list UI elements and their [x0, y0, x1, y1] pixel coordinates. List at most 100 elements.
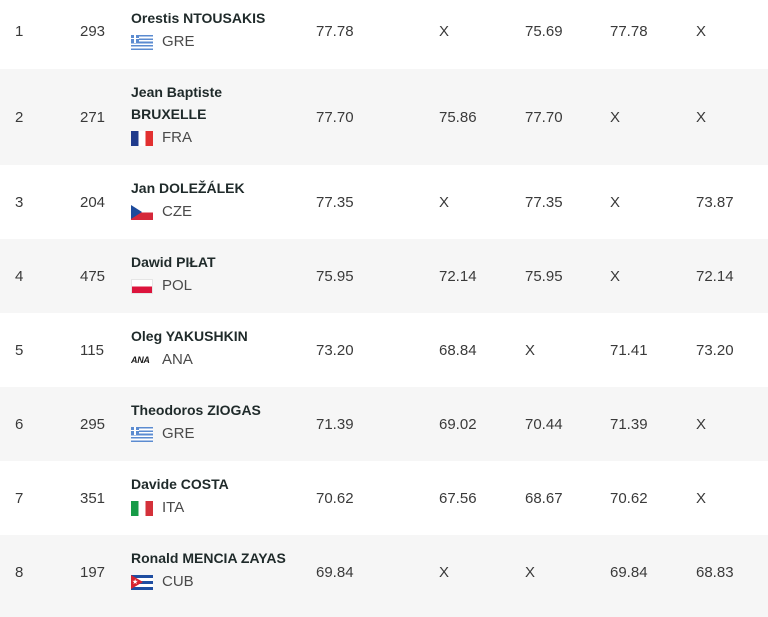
- athlete-name[interactable]: Davide COSTA: [131, 476, 229, 492]
- country-code: GRE: [162, 33, 195, 50]
- attempt-4: 69.84: [610, 564, 648, 581]
- country-code: CUB: [162, 573, 194, 590]
- bib-cell: 295: [80, 416, 106, 433]
- bib-cell: 271: [80, 109, 106, 126]
- country: GRE: [131, 425, 261, 443]
- table-row: 3 204 Jan DOLEŽÁLEK CZE 77.35 X 77.35 X …: [0, 165, 768, 239]
- czech-flag-icon: [131, 204, 153, 220]
- attempt-2: X: [439, 564, 450, 581]
- attempt-5: 72.14: [696, 268, 734, 285]
- country: ITA: [131, 499, 229, 517]
- attempt-4: 71.41: [610, 342, 648, 359]
- attempt-4: X: [610, 268, 621, 285]
- attempt-3: 68.67: [525, 490, 563, 507]
- table-row: 8 197 Ronald MENCIA ZAYAS CUB 69.84 X X …: [0, 535, 768, 617]
- athlete-cell: Orestis NTOUSAKIS GRE: [131, 7, 265, 51]
- bib-cell: 293: [80, 23, 106, 40]
- greece-flag-icon: [131, 426, 153, 442]
- bib-cell: 351: [80, 490, 106, 507]
- bib-cell: 197: [80, 564, 106, 581]
- rank-cell: 2: [15, 109, 24, 126]
- athlete-cell: Jean Baptiste BRUXELLE FRA: [131, 81, 222, 147]
- attempt-1: 69.84: [316, 564, 354, 581]
- table-row: 6 295 Theodoros ZIOGAS GRE 71.39 69.02 7…: [0, 387, 768, 461]
- attempt-3: X: [525, 342, 536, 359]
- table-row: 4 475 Dawid PIŁAT POL 75.95 72.14 75.95 …: [0, 239, 768, 313]
- country-code: CZE: [162, 203, 192, 220]
- rank-cell: 5: [15, 342, 24, 359]
- athlete-name[interactable]: Ronald MENCIA ZAYAS: [131, 550, 286, 566]
- athlete-cell: Ronald MENCIA ZAYAS CUB: [131, 547, 286, 591]
- table-row: 2 271 Jean Baptiste BRUXELLE FRA 77.70 7…: [0, 69, 768, 165]
- athlete-cell: Dawid PIŁAT POL: [131, 251, 216, 295]
- table-row: 1 293 Orestis NTOUSAKIS GRE 77.78 X 75.6…: [0, 0, 768, 69]
- attempt-3: 77.35: [525, 194, 563, 211]
- country-code: FRA: [162, 129, 192, 146]
- attempt-3: 75.95: [525, 268, 563, 285]
- athlete-cell: Davide COSTA ITA: [131, 473, 229, 517]
- attempt-1: 77.35: [316, 194, 354, 211]
- attempt-5: X: [696, 23, 707, 40]
- athlete-name[interactable]: Oleg YAKUSHKIN: [131, 328, 248, 344]
- rank-cell: 4: [15, 268, 24, 285]
- athlete-name[interactable]: Theodoros ZIOGAS: [131, 402, 261, 418]
- country-code: ITA: [162, 499, 185, 516]
- country-code: POL: [162, 277, 193, 294]
- athlete-name-line-2[interactable]: BRUXELLE: [131, 106, 207, 122]
- attempt-2: 67.56: [439, 490, 477, 507]
- country-code: GRE: [162, 425, 195, 442]
- athlete-name[interactable]: Orestis NTOUSAKIS: [131, 10, 266, 26]
- greece-flag-icon: [131, 34, 153, 50]
- country: GRE: [131, 33, 265, 51]
- attempt-1: 77.70: [316, 109, 354, 126]
- athlete-cell: Jan DOLEŽÁLEK CZE: [131, 177, 245, 221]
- country: CUB: [131, 573, 286, 591]
- cuba-flag-icon: [131, 574, 153, 590]
- athlete-name[interactable]: Jan DOLEŽÁLEK: [131, 180, 245, 196]
- attempt-5: 68.83: [696, 564, 734, 581]
- france-flag-icon: [131, 130, 153, 146]
- attempt-4: X: [610, 194, 621, 211]
- ana-logo-icon: ANA: [131, 354, 150, 365]
- attempt-3: 77.70: [525, 109, 563, 126]
- attempt-5: 73.87: [696, 194, 734, 211]
- attempt-4: 71.39: [610, 416, 648, 433]
- attempt-4: X: [610, 109, 621, 126]
- attempt-5: 73.20: [696, 342, 734, 359]
- attempt-2: 68.84: [439, 342, 477, 359]
- attempt-4: 70.62: [610, 490, 648, 507]
- attempt-5: X: [696, 109, 707, 126]
- attempt-3: 70.44: [525, 416, 563, 433]
- table-row: 7 351 Davide COSTA ITA 70.62 67.56 68.67…: [0, 461, 768, 535]
- attempt-3: X: [525, 564, 536, 581]
- attempt-4: 77.78: [610, 23, 648, 40]
- rank-cell: 3: [15, 194, 24, 211]
- attempt-2: 69.02: [439, 416, 477, 433]
- attempt-2: X: [439, 194, 450, 211]
- italy-flag-icon: [131, 500, 153, 516]
- poland-flag-icon: [131, 278, 153, 294]
- country: FRA: [131, 129, 222, 147]
- attempt-1: 71.39: [316, 416, 354, 433]
- attempt-1: 77.78: [316, 23, 354, 40]
- country: POL: [131, 277, 216, 295]
- attempt-2: X: [439, 23, 450, 40]
- attempt-1: 70.62: [316, 490, 354, 507]
- country: CZE: [131, 203, 245, 221]
- attempt-5: X: [696, 416, 707, 433]
- athlete-cell: Theodoros ZIOGAS GRE: [131, 399, 261, 443]
- rank-cell: 1: [15, 23, 24, 40]
- table-row: 5 115 Oleg YAKUSHKIN ANA ANA 73.20 68.84…: [0, 313, 768, 387]
- athlete-name-line-1[interactable]: Jean Baptiste: [131, 84, 223, 100]
- athlete-cell: Oleg YAKUSHKIN ANA ANA: [131, 325, 248, 369]
- rank-cell: 8: [15, 564, 24, 581]
- attempt-3: 75.69: [525, 23, 563, 40]
- attempt-5: X: [696, 490, 707, 507]
- rank-cell: 7: [15, 490, 24, 507]
- athlete-name[interactable]: Dawid PIŁAT: [131, 254, 216, 270]
- bib-cell: 475: [80, 268, 106, 285]
- rank-cell: 6: [15, 416, 24, 433]
- attempt-2: 72.14: [439, 268, 477, 285]
- bib-cell: 204: [80, 194, 106, 211]
